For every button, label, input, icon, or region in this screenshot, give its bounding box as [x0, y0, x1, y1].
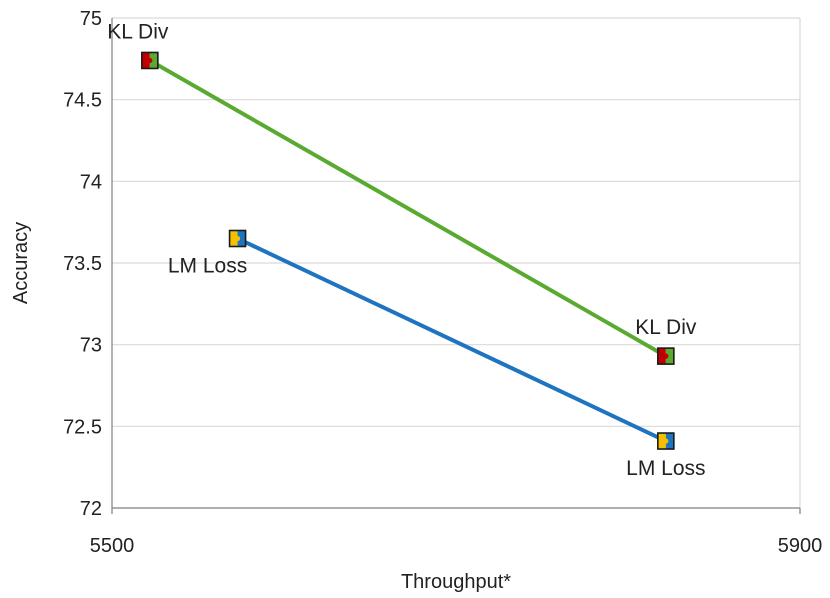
- data-point-marker: [141, 51, 159, 70]
- axes: [111, 18, 801, 514]
- marker-left-half: [657, 348, 666, 365]
- x-tick-label: 5500: [90, 535, 135, 557]
- data-point-marker: [657, 347, 675, 365]
- marker-notch: [663, 438, 669, 444]
- y-tick-label: 74.5: [63, 90, 102, 112]
- x-axis-title: Throughput*: [401, 571, 511, 593]
- data-label: LM Loss: [168, 255, 247, 278]
- tick-labels: 72 72.5 73 73.5 74 74.5 75 5500 5900: [63, 8, 822, 557]
- y-axis-title: Accuracy: [10, 222, 32, 304]
- marker-left-half: [657, 433, 666, 450]
- marker-left-half: [141, 52, 150, 69]
- marker-notch: [663, 353, 669, 359]
- marker-right-half: [665, 348, 674, 365]
- gridlines: [112, 17, 801, 508]
- marker-right-half: [149, 52, 158, 69]
- series-line: [147, 58, 668, 359]
- data-labels: KL Div KL Div LM Loss LM Loss: [107, 20, 705, 480]
- series-layer: [141, 51, 675, 450]
- marker-border: [228, 229, 247, 248]
- marker-left-half: [229, 230, 238, 247]
- y-tick-label: 75: [80, 8, 102, 30]
- marker-notch: [234, 235, 241, 242]
- y-tick-label: 73: [80, 335, 102, 357]
- data-label: LM Loss: [626, 457, 705, 480]
- marker-border: [657, 432, 675, 450]
- y-tick-label: 73.5: [63, 253, 102, 275]
- x-tick-label: 5900: [778, 535, 823, 557]
- marker-right-half: [665, 433, 674, 450]
- marker-border: [141, 51, 159, 70]
- marker-border: [657, 347, 675, 365]
- y-tick-label: 74: [80, 171, 102, 193]
- data-label: KL Div: [635, 316, 697, 339]
- data-label: KL Div: [107, 20, 169, 43]
- data-point-marker: [228, 229, 247, 248]
- y-tick-label: 72.5: [63, 416, 102, 438]
- y-tick-label: 72: [80, 498, 102, 520]
- data-point-marker: [657, 432, 675, 450]
- series-line: [235, 236, 668, 444]
- marker-right-half: [237, 230, 246, 247]
- marker-notch: [147, 57, 153, 64]
